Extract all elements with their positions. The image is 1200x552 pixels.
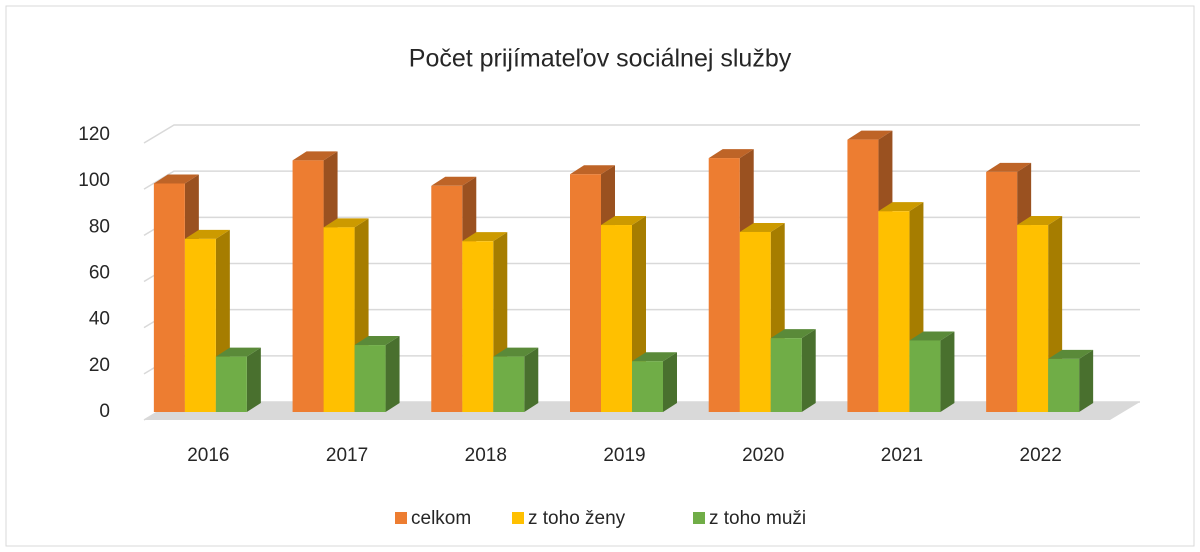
- bar-top: [986, 162, 1032, 172]
- bar: [493, 347, 539, 412]
- bar-side: [246, 347, 261, 412]
- bar: [909, 331, 955, 412]
- bar-front: [493, 356, 525, 412]
- bar-top: [770, 329, 816, 339]
- x-tick-label: 2017: [326, 445, 368, 466]
- bar-front: [601, 225, 632, 412]
- bar: [770, 329, 816, 412]
- bar: [215, 347, 261, 412]
- bar-top: [153, 174, 199, 184]
- bar-front: [431, 185, 463, 412]
- chart-title: Počet prijímateľov sociálnej služby: [409, 45, 792, 73]
- bar-front: [739, 231, 771, 412]
- bar-top: [1048, 349, 1094, 359]
- bar-top: [493, 347, 539, 357]
- y-tick-label: 80: [89, 216, 110, 237]
- bar-front: [153, 183, 185, 412]
- bar-top: [354, 336, 400, 346]
- bar-side: [801, 329, 816, 412]
- bar-front: [1017, 225, 1049, 412]
- y-tick-label: 0: [99, 401, 110, 422]
- x-tick-label: 2018: [465, 445, 507, 466]
- bar-front: [1048, 358, 1080, 412]
- bar-top: [292, 151, 338, 161]
- legend-swatch: [512, 512, 524, 524]
- bar: [431, 176, 477, 412]
- grid-line: [143, 170, 1140, 190]
- y-tick-label: 20: [89, 355, 110, 376]
- legend-swatch: [693, 512, 705, 524]
- y-tick-label: 120: [78, 124, 110, 145]
- x-tick-label: 2019: [603, 445, 645, 466]
- bar-front: [632, 361, 663, 412]
- bar-front: [878, 211, 910, 412]
- bar-side: [940, 331, 955, 412]
- y-tick-label: 60: [89, 263, 110, 284]
- bar-top: [323, 218, 369, 228]
- x-tick-label: 2020: [742, 445, 784, 466]
- bar-top: [1017, 216, 1063, 226]
- bar: [1048, 349, 1094, 412]
- bar-side: [385, 336, 400, 412]
- bar-front: [184, 238, 216, 412]
- y-tick-label: 40: [89, 309, 110, 330]
- bar-top: [431, 176, 477, 186]
- bar-front: [323, 227, 355, 412]
- bar-top: [601, 216, 646, 226]
- bar-top: [909, 331, 955, 341]
- y-tick-label: 100: [78, 170, 110, 191]
- bar-front: [215, 356, 247, 412]
- x-tick-label: 2022: [1020, 445, 1062, 466]
- bar-front: [570, 174, 601, 412]
- bar-side: [663, 352, 677, 412]
- bar-top: [462, 232, 508, 242]
- bar-front: [292, 160, 324, 412]
- legend-swatch: [395, 512, 407, 524]
- bar-top: [184, 229, 230, 239]
- bar-side: [524, 347, 539, 412]
- legend-label: z toho ženy: [528, 508, 626, 529]
- bar-top: [215, 347, 261, 357]
- bar-front: [909, 340, 941, 412]
- legend-label: z toho muži: [709, 508, 806, 529]
- bar: [354, 336, 400, 412]
- bar-front: [986, 171, 1018, 412]
- bar-side: [1079, 349, 1094, 412]
- bar-top: [570, 165, 615, 175]
- bar-top: [632, 352, 677, 362]
- bar-front: [462, 241, 494, 412]
- bar-front: [847, 139, 879, 412]
- bar-top: [708, 149, 754, 159]
- bar-front: [708, 158, 740, 412]
- bar: [184, 229, 230, 412]
- legend-label: celkom: [411, 508, 471, 529]
- bar-top: [847, 130, 893, 140]
- bar-top: [739, 222, 785, 232]
- x-tick-label: 2021: [881, 445, 923, 466]
- bar-front: [354, 345, 386, 412]
- bar-top: [878, 202, 924, 212]
- grid-line: [143, 124, 1140, 144]
- x-tick-label: 2016: [187, 445, 229, 466]
- bar-front: [770, 338, 802, 412]
- bar: [632, 352, 677, 412]
